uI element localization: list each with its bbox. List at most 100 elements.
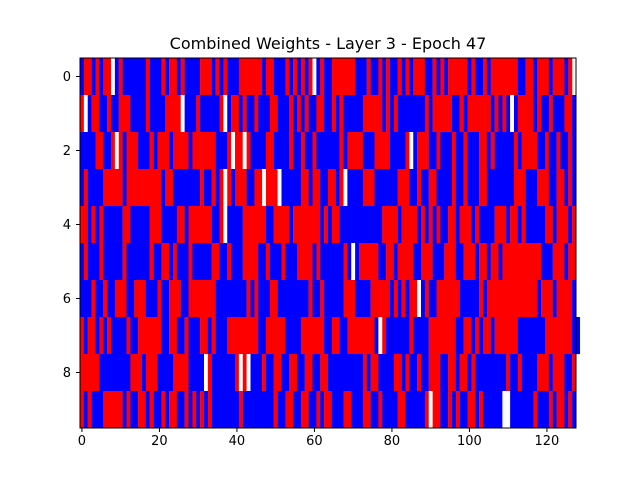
heatmap-cell <box>111 58 116 96</box>
heatmap-cell <box>153 132 158 170</box>
heatmap-cell <box>211 317 216 355</box>
heatmap-cell <box>196 391 201 429</box>
heatmap-cell <box>568 169 573 207</box>
heatmap-cell <box>541 243 553 281</box>
heatmap-cell <box>552 58 565 96</box>
heatmap-cell <box>235 354 240 392</box>
heatmap-cell <box>455 206 460 244</box>
heatmap-cell <box>130 206 150 244</box>
heatmap-cell <box>436 280 460 318</box>
heatmap-cell <box>87 391 92 429</box>
heatmap-cell <box>405 58 410 96</box>
heatmap-cell <box>552 391 557 429</box>
heatmap-cell <box>324 280 344 318</box>
heatmap-cell <box>479 169 488 207</box>
heatmap-cell <box>475 243 480 281</box>
heatmap-cell <box>277 391 286 429</box>
heatmap-cell <box>362 354 367 392</box>
heatmap-cell <box>173 132 189 170</box>
heatmap-cell <box>452 95 460 133</box>
heatmap-cell <box>355 243 360 281</box>
heatmap-cell <box>138 317 162 355</box>
heatmap-cell <box>428 391 433 429</box>
heatmap-cell <box>138 132 150 170</box>
heatmap-cell <box>471 354 476 392</box>
heatmap-cell <box>95 280 104 318</box>
heatmap-cell <box>316 95 325 133</box>
heatmap-cell <box>304 58 309 96</box>
x-tick-label: 100 <box>457 434 482 449</box>
heatmap-cell <box>393 280 398 318</box>
heatmap-cell <box>459 206 472 244</box>
heatmap-cell <box>300 58 305 96</box>
heatmap-cell <box>308 95 317 133</box>
heatmap-cell <box>417 354 422 392</box>
heatmap-cell <box>165 391 170 429</box>
heatmap-cell <box>537 391 550 429</box>
heatmap-cell <box>273 58 286 96</box>
heatmap-cell <box>130 391 139 429</box>
heatmap-cell <box>83 317 88 355</box>
heatmap-cell <box>409 169 418 207</box>
heatmap-cell <box>339 206 383 244</box>
heatmap-cell <box>176 58 181 96</box>
heatmap-cell <box>103 169 123 207</box>
heatmap-cell <box>312 243 317 281</box>
heatmap-cell <box>188 132 193 170</box>
heatmap-cell <box>498 243 503 281</box>
heatmap-cell <box>494 206 507 244</box>
heatmap-cell <box>145 354 158 392</box>
heatmap-cell <box>498 95 503 133</box>
heatmap-cell <box>145 391 150 429</box>
heatmap-cell <box>324 206 329 244</box>
heatmap-cell <box>289 354 298 392</box>
heatmap-cell <box>401 354 406 392</box>
heatmap-cell <box>390 58 398 96</box>
heatmap-cell <box>304 95 309 133</box>
heatmap-cell <box>320 354 329 392</box>
heatmap-cell <box>490 317 495 355</box>
heatmap-cell <box>223 95 228 133</box>
heatmap-cell <box>432 206 437 244</box>
heatmap-cell <box>238 58 263 96</box>
heatmap-cell <box>483 58 488 96</box>
heatmap-cell <box>95 206 100 244</box>
heatmap-cell <box>506 354 511 392</box>
heatmap-cell <box>83 391 88 429</box>
heatmap-cell <box>362 95 383 133</box>
heatmap-cell <box>312 132 317 170</box>
heatmap-cell <box>308 280 313 318</box>
heatmap-cell <box>552 243 565 281</box>
heatmap-cell <box>463 132 468 170</box>
heatmap-cell <box>316 391 321 429</box>
heatmap-cell <box>560 132 569 170</box>
heatmap-cell <box>161 317 170 355</box>
heatmap-cell <box>149 206 162 244</box>
heatmap-cell <box>87 206 92 244</box>
heatmap-cell <box>122 58 147 96</box>
heatmap-cell <box>440 391 449 429</box>
heatmap-cell <box>300 169 309 207</box>
heatmap-cell <box>343 95 364 133</box>
heatmap-cell <box>494 317 519 355</box>
heatmap-cell <box>455 317 464 355</box>
heatmap-cell <box>211 169 216 207</box>
heatmap-cell <box>479 243 488 281</box>
heatmap-cell <box>173 354 189 392</box>
heatmap-cell <box>370 354 379 392</box>
heatmap-cell <box>145 280 158 318</box>
heatmap-cell <box>149 391 154 429</box>
heatmap-cell <box>289 206 294 244</box>
heatmap-cell <box>231 243 243 281</box>
heatmap-cell <box>386 317 410 355</box>
heatmap-cell <box>397 169 410 207</box>
heatmap-cells <box>80 58 581 429</box>
heatmap-cell <box>262 58 267 96</box>
x-axis: 0 20 40 60 80 100 120 <box>78 428 559 449</box>
heatmap-cell <box>169 58 178 96</box>
heatmap-cell <box>219 58 224 96</box>
heatmap-cell <box>204 354 209 392</box>
heatmap-cell <box>130 95 147 133</box>
heatmap-cell <box>246 95 255 133</box>
heatmap-cell <box>386 243 395 281</box>
